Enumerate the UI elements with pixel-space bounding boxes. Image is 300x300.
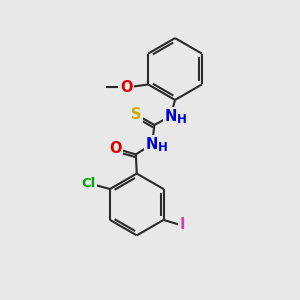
Text: Cl: Cl bbox=[81, 177, 96, 190]
Text: O: O bbox=[109, 141, 122, 156]
Text: H: H bbox=[177, 113, 187, 126]
Text: O: O bbox=[120, 80, 132, 95]
Text: I: I bbox=[180, 217, 185, 232]
Text: H: H bbox=[158, 141, 168, 154]
Text: N: N bbox=[164, 109, 177, 124]
Text: N: N bbox=[146, 136, 158, 152]
Text: S: S bbox=[131, 107, 141, 122]
